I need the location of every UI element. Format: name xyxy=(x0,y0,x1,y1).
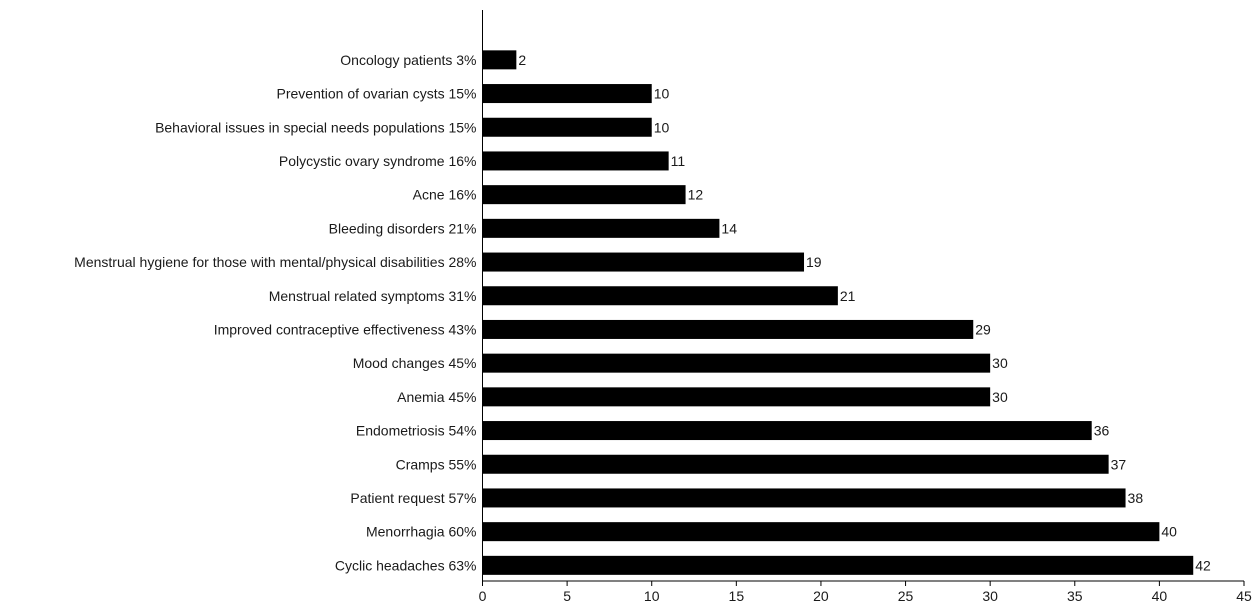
x-tick-label: 25 xyxy=(898,588,914,604)
bar-5 xyxy=(482,185,686,205)
category-label: Behavioral issues in special needs popul… xyxy=(155,119,476,135)
data-label: 21 xyxy=(840,288,856,304)
bar-9 xyxy=(482,319,974,339)
category-label: Improved contraceptive effectiveness 43% xyxy=(214,321,477,337)
x-tick-label: 30 xyxy=(982,588,998,604)
bar-6 xyxy=(482,218,720,238)
bar-8 xyxy=(482,286,838,306)
x-tick-label: 10 xyxy=(644,588,660,604)
category-label: Menstrual hygiene for those with mental/… xyxy=(74,254,476,270)
bar-2 xyxy=(482,84,652,104)
data-label: 38 xyxy=(1128,490,1144,506)
bars-layer xyxy=(482,50,1194,575)
bar-16 xyxy=(482,555,1194,575)
x-tick-label: 35 xyxy=(1067,588,1083,604)
bar-12 xyxy=(482,421,1092,441)
data-label: 2 xyxy=(518,52,526,68)
category-labels-layer: Oncology patients 3% Prevention of ovaria… xyxy=(74,52,477,573)
data-label: 10 xyxy=(654,119,670,135)
category-label: Cyclic headaches 63% xyxy=(335,557,477,573)
bar-4 xyxy=(482,151,669,171)
bar-14 xyxy=(482,488,1126,508)
bar-13 xyxy=(482,454,1109,474)
data-label: 40 xyxy=(1161,524,1177,540)
x-tick-label: 45 xyxy=(1236,588,1252,604)
category-label: Polycystic ovary syndrome 16% xyxy=(279,153,477,169)
bar-3 xyxy=(482,117,652,137)
bar-10 xyxy=(482,353,991,373)
data-label: 42 xyxy=(1195,557,1211,573)
data-labels-layer: 2 10 10 11 12 14 19 21 29 30 30 36 37 38 40 42 xyxy=(518,52,1211,573)
x-tick-label: 0 xyxy=(479,588,487,604)
data-label: 36 xyxy=(1094,423,1110,439)
data-label: 14 xyxy=(721,220,737,236)
bar-15 xyxy=(482,522,1160,542)
category-label: Acne 16% xyxy=(413,187,477,203)
x-tick-label: 20 xyxy=(813,588,829,604)
bar-7 xyxy=(482,252,805,272)
category-label: Mood changes 45% xyxy=(353,355,477,371)
data-label: 10 xyxy=(654,86,670,102)
data-label: 12 xyxy=(688,187,704,203)
data-label: 30 xyxy=(992,355,1008,371)
category-label: Menorrhagia 60% xyxy=(366,524,477,540)
category-label: Endometriosis 54% xyxy=(356,423,477,439)
category-label: Cramps 55% xyxy=(396,456,477,472)
bar-1 xyxy=(482,50,517,70)
category-label: Menstrual related symptoms 31% xyxy=(269,288,477,304)
data-label: 30 xyxy=(992,389,1008,405)
category-label: Oncology patients 3% xyxy=(340,52,476,68)
x-tick-label: 40 xyxy=(1152,588,1168,604)
category-label: Patient request 57% xyxy=(350,490,476,506)
category-label: Bleeding disorders 21% xyxy=(329,220,477,236)
bar-11 xyxy=(482,387,991,407)
x-tick-label: 5 xyxy=(563,588,571,604)
data-label: 29 xyxy=(975,321,991,337)
x-axis-ticks: 0 5 10 15 20 25 30 35 40 45 xyxy=(479,581,1252,604)
data-label: 11 xyxy=(671,153,686,169)
category-label: Anemia 45% xyxy=(397,389,476,405)
category-label: Prevention of ovarian cysts 15% xyxy=(277,86,477,102)
data-label: 37 xyxy=(1111,456,1127,472)
x-tick-label: 15 xyxy=(729,588,745,604)
data-label: 19 xyxy=(806,254,822,270)
